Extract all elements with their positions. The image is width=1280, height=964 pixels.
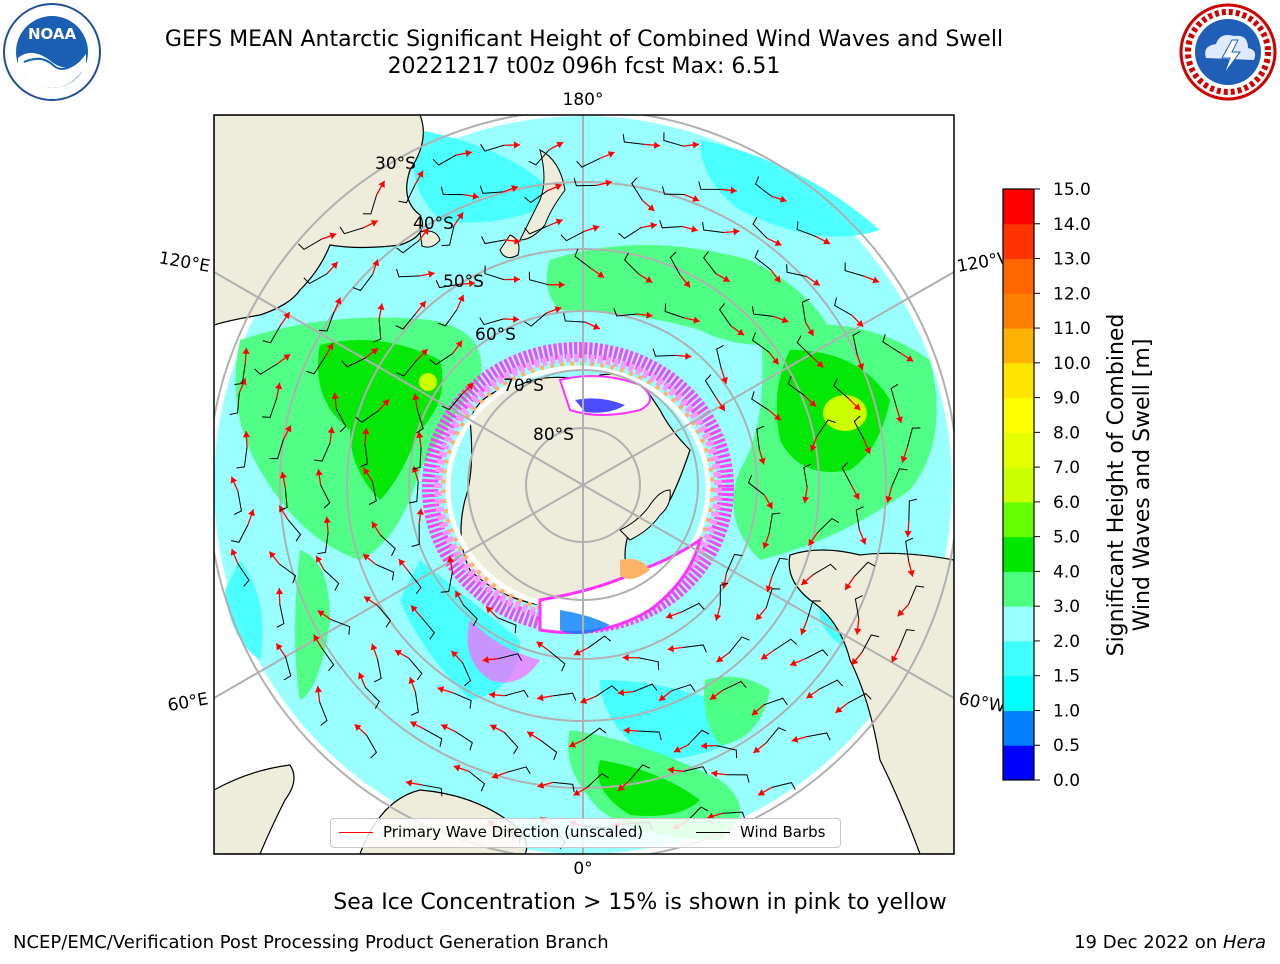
colorbar-segment bbox=[1003, 224, 1034, 259]
legend-item-wave-direction: Primary Wave Direction (unscaled) bbox=[339, 823, 643, 841]
footer-machine: Hera bbox=[1223, 932, 1266, 953]
colorbar-tick-label: 4.0 bbox=[1053, 562, 1080, 582]
colorbar-tick-label: 9.0 bbox=[1053, 389, 1080, 409]
colorbar-segment bbox=[1003, 641, 1034, 676]
colorbar-label-line2: Wind Waves and Swell [m] bbox=[1130, 339, 1155, 632]
lon-label-120e: 120°E bbox=[157, 248, 211, 277]
colorbar-segment bbox=[1003, 398, 1034, 433]
footer-date-text: 19 Dec 2022 on bbox=[1074, 932, 1223, 953]
colorbar-tick-label: 13.0 bbox=[1053, 250, 1091, 270]
legend-label-wind-barbs: Wind Barbs bbox=[740, 823, 825, 841]
lat-label-70s: 70°S bbox=[503, 376, 544, 396]
colorbar-segment bbox=[1003, 710, 1034, 745]
colorbar-tick-label: 1.0 bbox=[1053, 701, 1080, 721]
footer-date: 19 Dec 2022 on Hera bbox=[1074, 932, 1266, 953]
colorbar-segment bbox=[1003, 537, 1034, 572]
colorbar-segment bbox=[1003, 745, 1034, 780]
colorbar-tick-label: 8.0 bbox=[1053, 423, 1080, 443]
colorbar-label-line1: Significant Height of Combined bbox=[1104, 314, 1129, 657]
colorbar-tick-label: 1.5 bbox=[1053, 667, 1080, 687]
colorbar-tick-label: 10.0 bbox=[1053, 354, 1091, 374]
legend-label-wave-direction: Primary Wave Direction (unscaled) bbox=[383, 823, 643, 841]
colorbar-segment bbox=[1003, 502, 1034, 537]
colorbar-segment bbox=[1003, 432, 1034, 467]
colorbar-segment bbox=[1003, 189, 1034, 224]
lon-label-0: 0° bbox=[573, 859, 592, 879]
lon-label-60e: 60°E bbox=[166, 689, 210, 716]
colorbar-segment bbox=[1003, 676, 1034, 711]
sea-ice-note: Sea Ice Concentration > 15% is shown in … bbox=[0, 890, 1280, 915]
colorbar-tick-label: 15.0 bbox=[1053, 180, 1091, 200]
lat-label-60s: 60°S bbox=[475, 325, 516, 345]
colorbar-segment bbox=[1003, 363, 1034, 398]
colorbar-segment bbox=[1003, 467, 1034, 502]
colorbar-tick-label: 12.0 bbox=[1053, 284, 1091, 304]
colorbar-tick-label: 6.0 bbox=[1053, 493, 1080, 513]
colorbar: 0.0 0.5 1.0 1.5 2.0 3.0 4.0 5.0 6.0 7.0 8.0 9.0 10.0… bbox=[1003, 180, 1091, 791]
colorbar-segment bbox=[1003, 259, 1034, 294]
colorbar-segment bbox=[1003, 571, 1034, 606]
lat-label-50s: 50°S bbox=[443, 272, 484, 292]
colorbar-tick-label: 11.0 bbox=[1053, 319, 1091, 339]
footer-credit: NCEP/EMC/Verification Post Processing Pr… bbox=[13, 932, 609, 953]
colorbar-tick-label: 2.0 bbox=[1053, 632, 1080, 652]
legend-item-wind-barbs: Wind Barbs bbox=[696, 823, 825, 841]
colorbar-tick-label: 7.0 bbox=[1053, 458, 1080, 478]
lon-label-180: 180° bbox=[563, 90, 604, 110]
colorbar-tick-label: 0.5 bbox=[1053, 736, 1080, 756]
colorbar-tick-label: 5.0 bbox=[1053, 528, 1080, 548]
red-line-icon bbox=[339, 832, 373, 833]
lat-label-30s: 30°S bbox=[375, 154, 416, 174]
colorbar-segment bbox=[1003, 293, 1034, 328]
black-line-icon bbox=[696, 832, 730, 833]
colorbar-tick-label: 3.0 bbox=[1053, 597, 1080, 617]
colorbar-tick-label: 0.0 bbox=[1053, 771, 1080, 791]
lat-label-80s: 80°S bbox=[533, 425, 574, 445]
lon-label-60w: 60°W bbox=[957, 689, 1007, 717]
colorbar-segment bbox=[1003, 328, 1034, 363]
lat-label-40s: 40°S bbox=[413, 214, 454, 234]
colorbar-segment bbox=[1003, 606, 1034, 641]
colorbar-tick-label: 14.0 bbox=[1053, 215, 1091, 235]
map-legend: Primary Wave Direction (unscaled) Wind B… bbox=[330, 818, 841, 848]
